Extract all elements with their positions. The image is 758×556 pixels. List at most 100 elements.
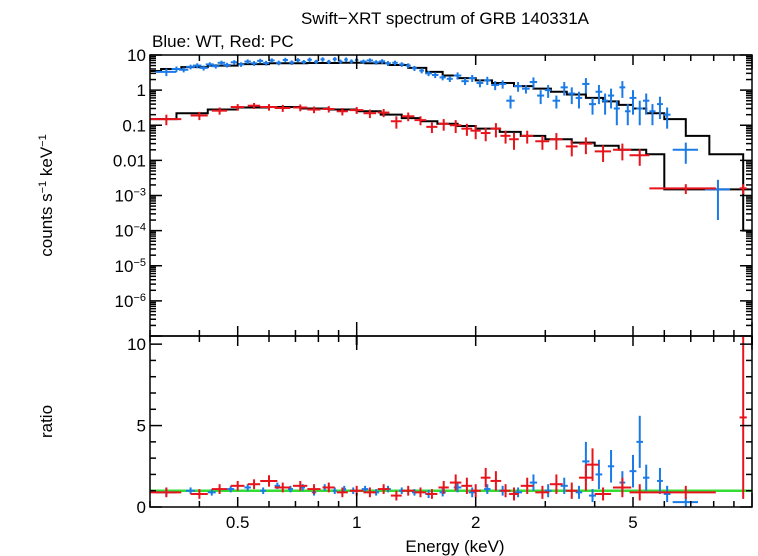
wt-point xyxy=(663,107,671,129)
wt-point xyxy=(498,80,507,89)
pc-point xyxy=(520,477,534,494)
wt-point xyxy=(366,58,374,63)
pc-point xyxy=(390,490,402,501)
pc-point xyxy=(500,130,511,144)
wt-point xyxy=(186,487,196,494)
wt-point xyxy=(514,487,523,498)
wt-point xyxy=(237,62,245,67)
pc-point xyxy=(520,130,534,144)
spectrum-data-points xyxy=(150,57,747,221)
pc-point xyxy=(535,485,550,499)
wt-point xyxy=(227,485,235,493)
x-axis-label: Energy (keV) xyxy=(405,537,504,556)
pc-point xyxy=(336,487,348,498)
wt-point xyxy=(656,96,663,120)
wt-point xyxy=(601,93,609,115)
wt-point xyxy=(338,59,343,64)
pc-point xyxy=(535,135,550,150)
wt-point xyxy=(192,63,202,69)
y-tick-label: 10−4 xyxy=(115,222,146,241)
wt-point xyxy=(453,72,462,80)
pc-point xyxy=(401,112,415,122)
wt-point xyxy=(595,84,603,105)
pc-point xyxy=(549,474,563,494)
wt-point xyxy=(589,489,596,503)
wt-point xyxy=(522,84,530,94)
pc-point xyxy=(649,184,716,195)
pc-point xyxy=(438,119,449,131)
wt-point xyxy=(223,62,231,68)
pc-point xyxy=(449,120,462,134)
pc-point xyxy=(470,484,481,498)
wt-point xyxy=(211,64,220,69)
wt-point xyxy=(649,104,656,126)
wt-point xyxy=(263,60,269,66)
ratio-axis-ticks xyxy=(149,336,753,508)
pc-point xyxy=(260,475,278,487)
wt-point xyxy=(260,487,267,494)
pc-point xyxy=(509,133,519,150)
y-tick-label: 5 xyxy=(137,417,146,436)
pc-point xyxy=(377,109,390,118)
x-tick-label: 2 xyxy=(471,513,480,532)
x-tick-label: 1 xyxy=(352,513,361,532)
wt-point xyxy=(155,68,177,77)
wt-point xyxy=(431,72,439,79)
pc-point xyxy=(594,145,612,162)
wt-point xyxy=(672,142,698,164)
wt-point xyxy=(439,488,446,497)
wt-point xyxy=(250,61,258,66)
pc-point xyxy=(292,104,308,112)
pc-point xyxy=(414,116,427,126)
spectrum-y-axis-label: counts s−1 keV−1 xyxy=(37,134,56,256)
pc-point xyxy=(480,467,491,488)
wt-point xyxy=(629,454,637,488)
wt-point xyxy=(636,100,644,126)
wt-point xyxy=(568,87,576,105)
pc-point xyxy=(612,477,632,498)
pc-point xyxy=(438,480,449,494)
wt-point xyxy=(360,59,367,64)
pc-point xyxy=(629,149,650,166)
ratio-y-axis-label: ratio xyxy=(37,405,56,438)
wt-point xyxy=(178,67,189,73)
wt-point xyxy=(656,467,663,494)
wt-point xyxy=(619,81,626,98)
wt-point xyxy=(529,77,538,89)
ylabel-sup-2: −1 xyxy=(37,134,49,147)
pc-point xyxy=(322,482,335,493)
wt-point xyxy=(332,57,337,62)
pc-point xyxy=(390,116,402,129)
wt-point xyxy=(468,74,476,83)
pc-point xyxy=(190,489,208,499)
wt-point xyxy=(484,76,491,85)
wt-point xyxy=(560,82,568,96)
wt-point xyxy=(186,64,196,70)
wt-point xyxy=(392,60,398,66)
wt-point xyxy=(379,59,386,64)
pc-point xyxy=(490,123,502,138)
wt-point xyxy=(643,464,650,491)
y-tick-label: 10 xyxy=(127,335,146,354)
wt-point xyxy=(704,179,731,221)
wt-point xyxy=(607,88,615,109)
spectrum-model-curves xyxy=(150,61,752,232)
wt-point xyxy=(491,81,499,91)
pc-point xyxy=(594,487,612,501)
pc-point xyxy=(363,487,377,498)
wt-point xyxy=(199,65,208,71)
pc-model-curve xyxy=(150,106,752,191)
ylabel-sup-1: −1 xyxy=(37,181,49,194)
pc-point xyxy=(307,484,321,494)
wt-point xyxy=(425,71,432,77)
wt-point xyxy=(461,78,469,85)
wt-point xyxy=(514,82,523,92)
pc-point xyxy=(247,479,261,490)
wt-point xyxy=(544,484,552,498)
wt-point xyxy=(446,76,453,83)
wt-point xyxy=(663,485,671,503)
pc-point xyxy=(461,477,473,494)
wt-point xyxy=(560,477,568,494)
wt-point xyxy=(207,489,216,496)
